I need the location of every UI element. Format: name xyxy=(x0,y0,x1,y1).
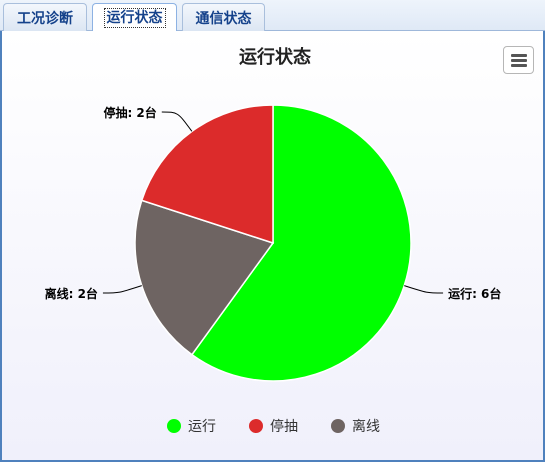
legend-marker-1[interactable] xyxy=(249,419,263,433)
data-label-2: 停抽: 2台 xyxy=(103,105,156,120)
tab-communication-status[interactable]: 通信状态 xyxy=(182,3,265,31)
tab-bar: 工况诊断 运行状态 通信状态 xyxy=(0,0,545,32)
legend-item-2[interactable]: 离线 xyxy=(352,418,380,435)
chart-title: 运行状态 xyxy=(239,46,311,68)
hamburger-menu-icon[interactable] xyxy=(503,46,534,74)
data-label-0: 运行: 6台 xyxy=(448,286,501,301)
pie-slice-1[interactable] xyxy=(134,199,275,356)
legend-marker-2[interactable] xyxy=(331,419,345,433)
tab-diagnosis[interactable]: 工况诊断 xyxy=(3,3,87,31)
tab-running-status-label: 运行状态 xyxy=(103,8,166,28)
tab-communication-status-label: 通信状态 xyxy=(195,10,252,27)
legend-item-0[interactable]: 运行 xyxy=(188,419,216,435)
tab-running-status[interactable]: 运行状态 xyxy=(92,3,177,32)
legend-marker-0[interactable] xyxy=(167,419,181,433)
connector-line-1 xyxy=(102,285,142,294)
connector-line-0 xyxy=(404,285,444,294)
legend-item-1[interactable]: 停抽 xyxy=(270,418,298,435)
connector-line-2 xyxy=(161,111,193,132)
data-label-1: 离线: 2台 xyxy=(45,286,98,301)
tab-diagnosis-label: 工况诊断 xyxy=(17,10,73,27)
